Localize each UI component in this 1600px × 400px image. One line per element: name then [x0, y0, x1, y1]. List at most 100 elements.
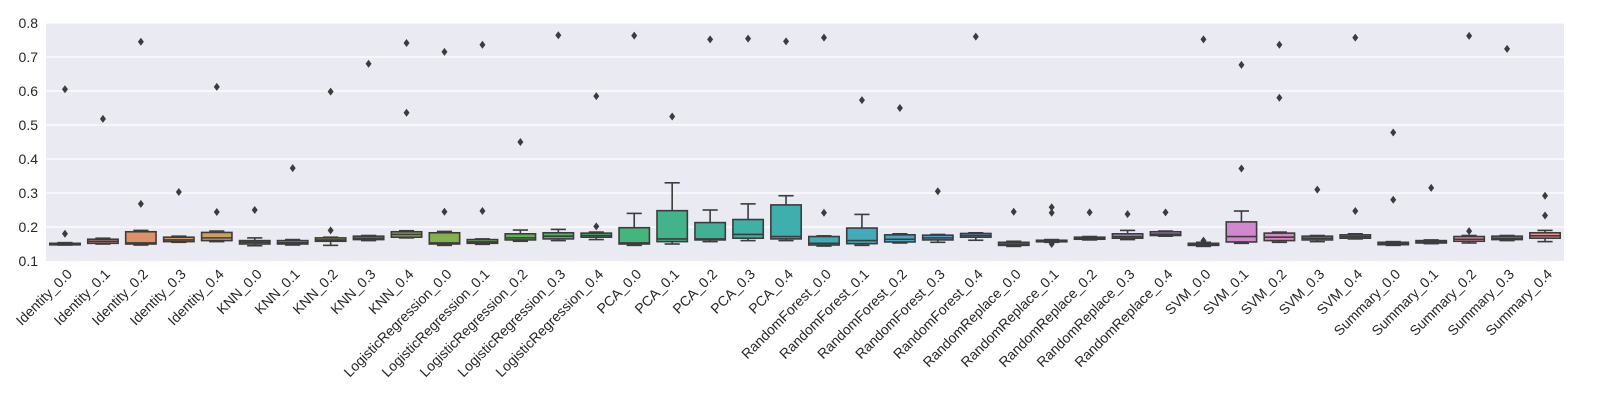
outlier-point	[61, 229, 68, 238]
outlier-point	[820, 33, 827, 42]
box-group	[770, 37, 803, 242]
plot-background	[46, 23, 1564, 261]
outlier-point	[1048, 240, 1055, 248]
outlier-point	[251, 206, 258, 214]
box	[845, 227, 878, 245]
box	[428, 231, 461, 245]
box-group	[1339, 33, 1372, 240]
outlier-point	[213, 82, 220, 91]
outlier-point	[1390, 128, 1397, 137]
outlier-point	[555, 31, 562, 40]
outlier-point	[972, 32, 979, 41]
box-group	[694, 35, 727, 243]
box-group	[1073, 208, 1106, 241]
boxes-layer	[48, 31, 1562, 248]
outlier-point	[1542, 191, 1549, 200]
y-tick-label: 0.7	[19, 49, 39, 65]
box-group	[807, 33, 840, 247]
box-group	[1377, 128, 1410, 247]
outlier-point	[1086, 208, 1093, 217]
box	[200, 231, 233, 242]
box-group	[1301, 185, 1334, 243]
outlier-point	[403, 39, 410, 48]
y-tick-label: 0.1	[19, 253, 39, 269]
outlier-point	[1238, 164, 1245, 173]
outlier-point	[631, 31, 638, 40]
box	[618, 226, 651, 245]
outlier-point	[1428, 183, 1435, 192]
box-group	[1263, 40, 1296, 244]
outlier-point	[327, 226, 334, 235]
outlier-point	[1390, 195, 1397, 204]
outlier-point	[1124, 210, 1131, 219]
outlier-point	[1504, 44, 1511, 53]
outlier-point	[1314, 185, 1321, 194]
box	[883, 234, 916, 243]
x-axis: Identity_0.0Identity_0.1Identity_0.2Iden…	[13, 266, 1556, 380]
box-group	[1149, 208, 1182, 237]
box-group	[390, 39, 423, 239]
outlier-point	[137, 37, 144, 46]
outlier-point	[745, 34, 752, 43]
box-group	[1111, 210, 1144, 241]
outlier-point	[1466, 227, 1473, 236]
box-group	[86, 114, 119, 245]
box-group	[732, 34, 765, 242]
outlier-point	[441, 47, 448, 56]
box-group	[162, 187, 195, 244]
box-group	[1035, 203, 1068, 248]
outlier-point	[1238, 60, 1245, 69]
outlier-point	[1352, 207, 1359, 216]
box-group	[504, 138, 537, 243]
box-group	[1225, 60, 1258, 245]
y-tick-label: 0.6	[19, 83, 39, 99]
outlier-point	[441, 207, 448, 216]
x-tick-label: Summary_0.4	[1482, 266, 1555, 339]
y-tick-label: 0.4	[19, 151, 39, 167]
outlier-point	[896, 104, 903, 112]
box-group	[618, 31, 651, 247]
box-group	[883, 104, 916, 244]
outlier-point	[707, 35, 714, 44]
outlier-point	[327, 87, 334, 96]
outlier-point	[1162, 208, 1169, 217]
outlier-point	[934, 187, 941, 196]
outlier-point	[479, 207, 486, 216]
box-group	[276, 164, 309, 246]
y-tick-label: 0.3	[19, 185, 39, 201]
box-group	[959, 32, 992, 242]
box-group	[124, 37, 157, 246]
outlier-point	[1200, 35, 1207, 44]
outlier-point	[99, 114, 106, 123]
box	[694, 221, 727, 241]
outlier-point	[479, 40, 486, 49]
outlier-point	[593, 222, 600, 231]
outlier-point	[517, 138, 524, 146]
box-group	[48, 85, 81, 246]
box-group	[656, 112, 689, 245]
box-group	[352, 59, 385, 242]
outlier-point	[858, 96, 865, 105]
box-group	[1453, 31, 1486, 244]
outlier-point	[1200, 236, 1207, 245]
y-tick-label: 0.2	[19, 219, 39, 235]
box-group	[580, 92, 613, 241]
box	[1225, 221, 1258, 243]
box-group	[542, 31, 575, 242]
box-group	[314, 87, 347, 247]
outlier-point	[1352, 33, 1359, 42]
outlier-point	[175, 187, 182, 196]
y-axis: 0.1 0.2 0.3 0.4 0.5 0.6 0.7 0.8	[19, 15, 39, 269]
outlier-point	[61, 85, 68, 94]
outlier-point	[783, 37, 790, 46]
outlier-point	[137, 199, 144, 208]
outlier-point	[1010, 207, 1017, 216]
outlier-point	[403, 108, 410, 117]
outlier-point	[669, 112, 676, 121]
outlier-point	[1466, 31, 1473, 40]
box-group	[1491, 44, 1524, 242]
outlier-point	[820, 208, 827, 217]
outlier-point	[1048, 203, 1055, 212]
box	[807, 235, 840, 246]
